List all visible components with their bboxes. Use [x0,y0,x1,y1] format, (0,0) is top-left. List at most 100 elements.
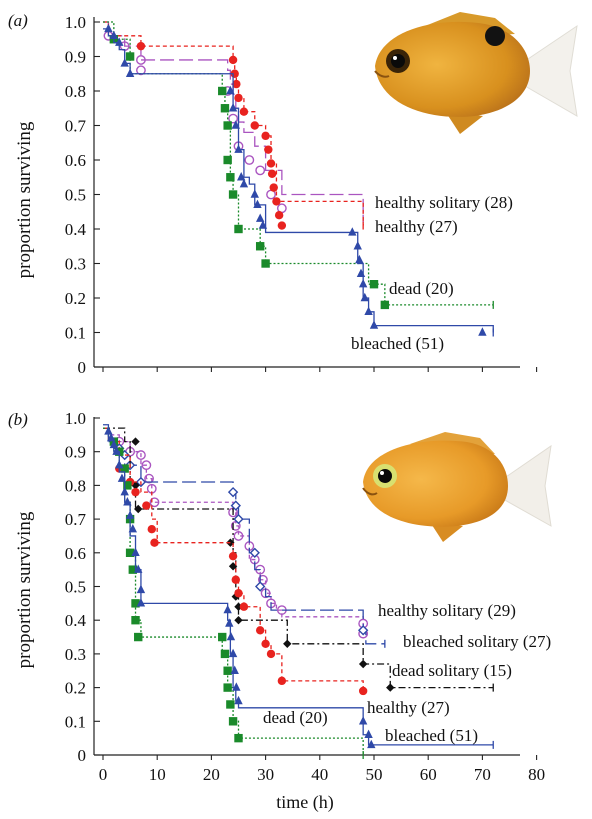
data-point-dead [226,173,235,182]
y-tick-label: 0.3 [65,255,86,274]
data-point-healthy-solitary [144,473,154,484]
data-point-healthy [274,211,284,220]
data-point-bleached [136,598,146,607]
annotation-dead-solitary-b: dead solitary (15) [392,661,512,680]
data-point-healthy [239,602,249,611]
data-point-bleached [120,486,129,496]
data-point-bleached [356,268,366,278]
data-point-bleached [226,631,236,641]
data-point-dead [228,717,238,726]
y-tick-label: 0 [78,746,87,765]
x-tick-label: 20 [203,765,220,784]
data-point-bleached [120,58,129,67]
data-point-healthy [267,169,277,178]
data-point-bleached [125,510,135,519]
y-tick-label: 0.1 [65,712,86,731]
data-point-bleached [237,172,246,181]
data-point-healthy [234,93,243,103]
data-point-bleached [234,695,243,705]
data-point-bleached [131,547,140,556]
data-point-dead [128,565,138,574]
data-point-healthy [264,145,273,154]
data-point-healthy [239,107,249,116]
data-point-bleached [348,227,357,236]
panel-a-label: (a) [8,11,28,30]
series-line-bleached [103,28,494,333]
data-point-bleached [104,426,113,435]
data-point-bleached [128,524,138,533]
data-point-dead-solitary [386,683,395,692]
y-tick-label: 0.9 [65,48,86,67]
y-tick-label: 1.0 [65,409,86,428]
data-point-bleached-solitary [233,513,244,525]
data-point-bleached [478,327,487,336]
data-point-healthy-solitary [228,507,238,518]
panel-a-series [103,21,494,337]
data-point-healthy-solitary [141,460,152,471]
data-point-bleached [358,279,368,288]
x-tick-label: 60 [420,765,437,784]
data-point-dead [218,632,227,642]
annotation-bleached-a: bleached (51) [351,334,444,353]
data-point-dead-solitary [358,659,368,669]
data-point-healthy [234,589,243,598]
healthy-fish-photo [374,12,578,134]
data-point-bleached [369,320,379,329]
data-point-bleached [234,144,243,153]
y-tick-label: 0.2 [65,679,86,698]
panel-a: (a) proportion surviving 0 0.1 0.2 0.3 0.4 0.… [8,11,538,377]
data-point-bleached [360,292,369,302]
data-point-dead [125,548,135,557]
x-tick-label: 80 [528,765,545,784]
data-point-dead [226,700,235,709]
data-point-bleached [255,213,265,222]
panel-b-x-ticks: 0 10 20 30 40 50 60 70 80 [99,755,545,784]
data-point-healthy-solitary [233,531,244,541]
data-point-healthy [250,121,259,130]
x-tick-label: 30 [257,765,274,784]
data-point-healthy-solitary [136,65,146,76]
data-point-healthy [261,131,270,141]
data-point-bleached [355,254,364,264]
series-dead-solitary [103,427,494,692]
data-point-healthy-solitary [228,113,238,124]
data-point-bleached-solitary [249,547,260,558]
series-line-healthy-solitary [103,21,364,219]
annotation-healthy-solitary-a: healthy solitary (28) [375,193,513,212]
y-tick-label: 0.8 [65,82,86,101]
data-point-bleached [117,473,127,482]
data-point-healthy [232,79,241,89]
panel-b-xlabel: time (h) [276,792,333,813]
annotation-bleached-solitary-b: bleached solitary (27) [403,632,551,651]
data-point-bleached [239,178,249,188]
y-tick-label: 0.3 [65,645,86,664]
series-healthy [103,21,364,230]
data-point-healthy [266,159,276,168]
data-point-dead [218,86,227,96]
x-tick-label: 40 [311,765,328,784]
data-point-healthy [228,551,238,561]
data-point-bleached [353,241,362,250]
data-point-dead [131,599,140,608]
data-point-healthy [231,575,240,584]
data-point-bleached [115,459,124,469]
data-point-bleached-solitary [227,486,239,498]
data-point-bleached [258,220,268,229]
panel-b-series [103,424,494,759]
y-tick-label: 0.2 [65,289,86,308]
data-point-healthy [266,649,276,659]
data-point-dead [131,616,140,625]
data-point-healthy [150,538,159,547]
y-tick-label: 0.7 [65,510,87,529]
annotation-healthy-a: healthy (27) [375,217,458,236]
data-point-dead [261,259,270,268]
y-tick-label: 0.5 [65,186,86,205]
panel-b-ylabel: proportion surviving [14,511,35,668]
data-point-dead [255,242,265,251]
series-line-healthy-solitary [103,427,364,627]
data-point-dead-solitary [134,504,143,514]
data-point-dead [234,733,243,743]
data-point-dead [369,280,379,289]
data-point-dead [123,481,132,490]
